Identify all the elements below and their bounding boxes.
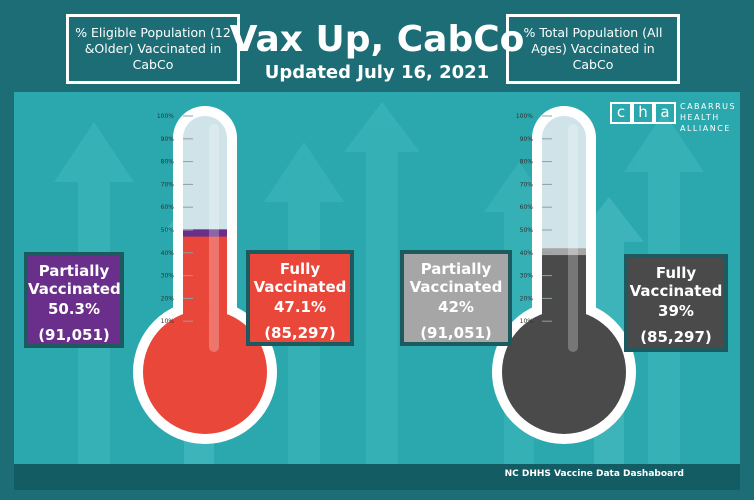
- logo-word: ALLIANCE: [680, 124, 731, 133]
- logo-letter: c: [610, 102, 632, 124]
- logo-letter: a: [654, 102, 676, 124]
- stat-label: Fully Vaccinated: [629, 264, 723, 300]
- tick-label: 90%: [520, 136, 534, 143]
- stat-percent: 39%: [658, 302, 694, 320]
- tick-label: 40%: [520, 250, 534, 257]
- thermometer-bulb: [143, 310, 267, 434]
- eligible-population-heading: % Eligible Population (12 &Older) Vaccin…: [66, 14, 240, 84]
- tick-label: 60%: [520, 204, 534, 211]
- stat-label: Partially Vaccinated: [28, 262, 121, 298]
- total-partially-vaccinated-box: Partially Vaccinated 42% (91,051): [400, 250, 512, 346]
- tick-label: 20%: [520, 295, 534, 302]
- total-thermometer: 10% 20% 30% 40% 50% 60% 70% 80% 90% 100%: [492, 106, 636, 444]
- footer-bar: NC DHHS Vaccine Data Dashaboard: [14, 464, 740, 490]
- stat-count: (91,051): [38, 326, 110, 344]
- tick-label: 70%: [161, 181, 175, 188]
- thermometer-glare: [568, 124, 578, 352]
- stat-label: Fully Vaccinated: [253, 260, 347, 296]
- stat-count: (85,297): [640, 328, 712, 346]
- tick-label: 60%: [161, 204, 175, 211]
- stat-percent: 50.3%: [47, 300, 101, 318]
- stat-count: (85,297): [264, 324, 336, 342]
- page-subtitle: Updated July 16, 2021: [264, 62, 490, 83]
- logo-word: CABARRUS: [680, 102, 737, 111]
- tick-label: 30%: [520, 273, 534, 280]
- stat-label: Partially Vaccinated: [409, 260, 503, 296]
- tick-label: 10%: [161, 318, 175, 325]
- tick-label: 40%: [161, 250, 175, 257]
- tick-label: 80%: [520, 159, 534, 166]
- tick-label: 80%: [161, 159, 175, 166]
- stat-percent: 42%: [438, 298, 474, 316]
- stat-count: (91,051): [420, 324, 492, 342]
- tick-label: 90%: [161, 136, 175, 143]
- total-fully-vaccinated-box: Fully Vaccinated 39% (85,297): [624, 254, 728, 352]
- tick-label: 100%: [157, 113, 174, 120]
- logo-letter: h: [632, 102, 654, 124]
- logo-word: HEALTH: [680, 113, 720, 122]
- eligible-fully-vaccinated-box: Fully Vaccinated 47.1% (85,297): [246, 250, 354, 346]
- tick-label: 10%: [520, 318, 534, 325]
- eligible-thermometer: 10% 20% 30% 40% 50% 60% 70% 80% 90% 100%: [133, 106, 277, 444]
- tick-label: 20%: [161, 295, 175, 302]
- thermometer-bulb: [502, 310, 626, 434]
- page-title: Vax Up, CabCo: [229, 19, 525, 60]
- eligible-partially-vaccinated-box: Partially Vaccinated 50.3% (91,051): [24, 252, 124, 348]
- thermometer-glare: [209, 124, 219, 352]
- stat-percent: 47.1%: [273, 298, 327, 316]
- cabarrus-health-alliance-logo: c h a CABARRUS HEALTH ALLIANCE: [606, 100, 742, 142]
- total-population-heading: % Total Population (All Ages) Vaccinated…: [506, 14, 680, 84]
- tick-label: 30%: [161, 273, 175, 280]
- tick-label: 100%: [516, 113, 533, 120]
- tick-label: 50%: [161, 227, 175, 234]
- tick-label: 50%: [520, 227, 534, 234]
- tick-label: 70%: [520, 181, 534, 188]
- source-label: NC DHHS Vaccine Data Dashaboard: [504, 469, 684, 479]
